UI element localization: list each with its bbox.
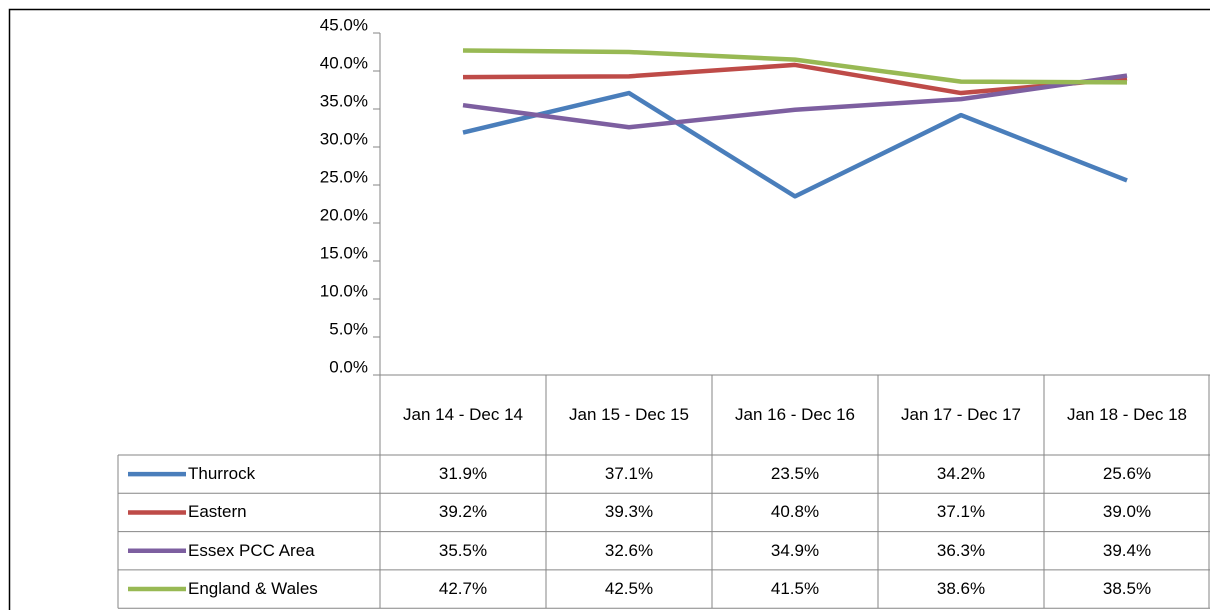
- y-tick-label: 10.0%: [320, 281, 368, 300]
- data-table-value: 39.2%: [438, 502, 488, 522]
- data-table-value: 37.1%: [604, 464, 654, 484]
- data-table-value: 38.6%: [936, 579, 986, 599]
- data-table-value: 38.5%: [1102, 579, 1152, 599]
- data-table-value: 32.6%: [604, 540, 654, 560]
- y-tick-label: 25.0%: [320, 167, 368, 186]
- y-tick-label: 5.0%: [329, 319, 368, 338]
- data-table-value: 39.3%: [604, 502, 654, 522]
- data-table-value: 39.4%: [1102, 540, 1152, 560]
- x-tick-label: Jan 18 - Dec 18: [1066, 405, 1187, 424]
- x-tick-label: Jan 16 - Dec 16: [734, 405, 855, 424]
- data-table-value: 37.1%: [936, 502, 986, 522]
- y-tick-label: 15.0%: [320, 243, 368, 262]
- y-tick-label: 45.0%: [320, 15, 368, 34]
- y-tick-label: 20.0%: [320, 205, 368, 224]
- legend-label: Thurrock: [188, 464, 256, 484]
- data-table-value: 34.2%: [936, 464, 986, 484]
- legend-label: Eastern: [188, 502, 247, 522]
- legend-label: Essex PCC Area: [188, 540, 315, 560]
- series-line: [462, 62, 1128, 96]
- data-table-value: 42.5%: [604, 579, 654, 599]
- data-table-value: 36.3%: [936, 540, 986, 560]
- series-line: [462, 73, 1128, 130]
- data-table-value: 31.9%: [438, 464, 488, 484]
- data-table-value: 25.6%: [1102, 464, 1152, 484]
- data-table-value: 34.9%: [770, 540, 820, 560]
- data-table-value: 23.5%: [770, 464, 820, 484]
- data-table-value: 42.7%: [438, 579, 488, 599]
- series-line: [462, 48, 1128, 85]
- chart-border: [8, 8, 1210, 610]
- y-tick-label: 30.0%: [320, 129, 368, 148]
- x-tick-label: Jan 15 - Dec 15: [568, 405, 689, 424]
- x-tick-label: Jan 14 - Dec 14: [402, 405, 523, 424]
- data-table-value: 35.5%: [438, 540, 488, 560]
- x-tick-label: Jan 17 - Dec 17: [900, 405, 1021, 424]
- data-table-value: 39.0%: [1102, 502, 1152, 522]
- series-line: [462, 90, 1128, 199]
- data-table-value: 41.5%: [770, 579, 820, 599]
- y-tick-label: 40.0%: [320, 53, 368, 72]
- legend-label: England & Wales: [188, 579, 318, 599]
- y-tick-label: 35.0%: [320, 91, 368, 110]
- y-tick-label: 0.0%: [329, 357, 368, 376]
- data-table-value: 40.8%: [770, 502, 820, 522]
